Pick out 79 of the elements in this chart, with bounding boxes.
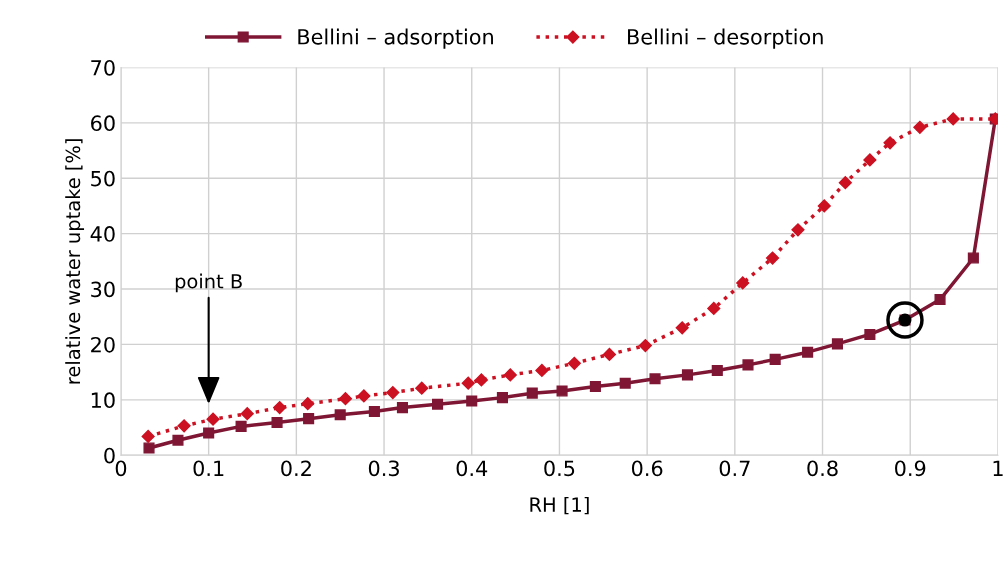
x-tick-label: 0.9 (895, 460, 926, 477)
point (769, 353, 781, 365)
point (649, 373, 661, 385)
y-tick-label: 10 (91, 392, 115, 409)
point (461, 376, 475, 390)
point (567, 356, 581, 370)
point (303, 413, 315, 425)
point (886, 301, 924, 339)
point (864, 328, 876, 341)
point (535, 363, 549, 378)
y-tick-label: 0 (104, 447, 115, 464)
point (675, 321, 689, 335)
point (431, 398, 444, 410)
point (206, 412, 220, 426)
point (396, 402, 409, 414)
x-tick-label: 0.2 (281, 460, 311, 477)
point (503, 368, 517, 382)
y-tick-label: 70 (91, 59, 115, 76)
x-tick-label: 0.5 (544, 460, 575, 477)
point (386, 386, 400, 400)
x-tick-label: 1 (993, 460, 1003, 476)
point (334, 409, 346, 421)
point (934, 293, 946, 306)
legend-label: Bellini – adsorption (298, 28, 493, 49)
point (863, 153, 877, 167)
point (638, 338, 652, 353)
y-tick-label: 50 (91, 170, 115, 187)
point (240, 407, 254, 421)
point (883, 136, 897, 150)
point (742, 359, 754, 371)
point (681, 369, 694, 381)
point (736, 276, 750, 290)
point (338, 392, 353, 406)
x-axis-title: RH [1] (530, 496, 589, 515)
y-axis-title: relative water uptake [%] (65, 139, 85, 384)
point (368, 405, 380, 418)
x-tick-label: 0.3 (368, 460, 399, 477)
point (946, 112, 960, 126)
point (301, 397, 315, 411)
point (707, 301, 721, 316)
x-tick-label: 0.6 (631, 460, 663, 477)
x-tick-label: 0 (115, 460, 127, 477)
point (838, 176, 852, 190)
point (177, 419, 191, 433)
x-tick-label: 0.8 (807, 460, 838, 477)
annotation: point B (175, 273, 242, 293)
x-tick-label: 0.4 (456, 460, 488, 477)
point (203, 427, 215, 439)
point (765, 251, 780, 265)
point (474, 373, 488, 387)
point (817, 199, 831, 213)
x-tick-label: 0.1 (193, 460, 224, 477)
y-tick-label: 20 (91, 336, 115, 353)
point (802, 346, 814, 358)
point (271, 416, 283, 429)
point (791, 223, 805, 237)
y-tick-label: 30 (91, 281, 115, 298)
point (967, 252, 979, 264)
x-tick-label: 0.7 (719, 460, 750, 477)
point (496, 392, 508, 404)
point (357, 389, 371, 403)
point (711, 364, 723, 377)
point (556, 385, 568, 397)
point (589, 380, 601, 393)
legend-label: Bellini – desorption (628, 28, 823, 49)
point (526, 387, 538, 399)
point (602, 347, 617, 361)
y-tick-label: 40 (90, 226, 115, 242)
point (235, 420, 247, 432)
point (143, 442, 155, 454)
point (913, 120, 927, 134)
y-tick-label: 60 (91, 115, 115, 132)
point (172, 434, 184, 446)
point (415, 381, 429, 395)
point (141, 429, 155, 443)
point (619, 377, 631, 389)
point (466, 395, 478, 407)
point (831, 338, 843, 350)
point (273, 400, 287, 415)
